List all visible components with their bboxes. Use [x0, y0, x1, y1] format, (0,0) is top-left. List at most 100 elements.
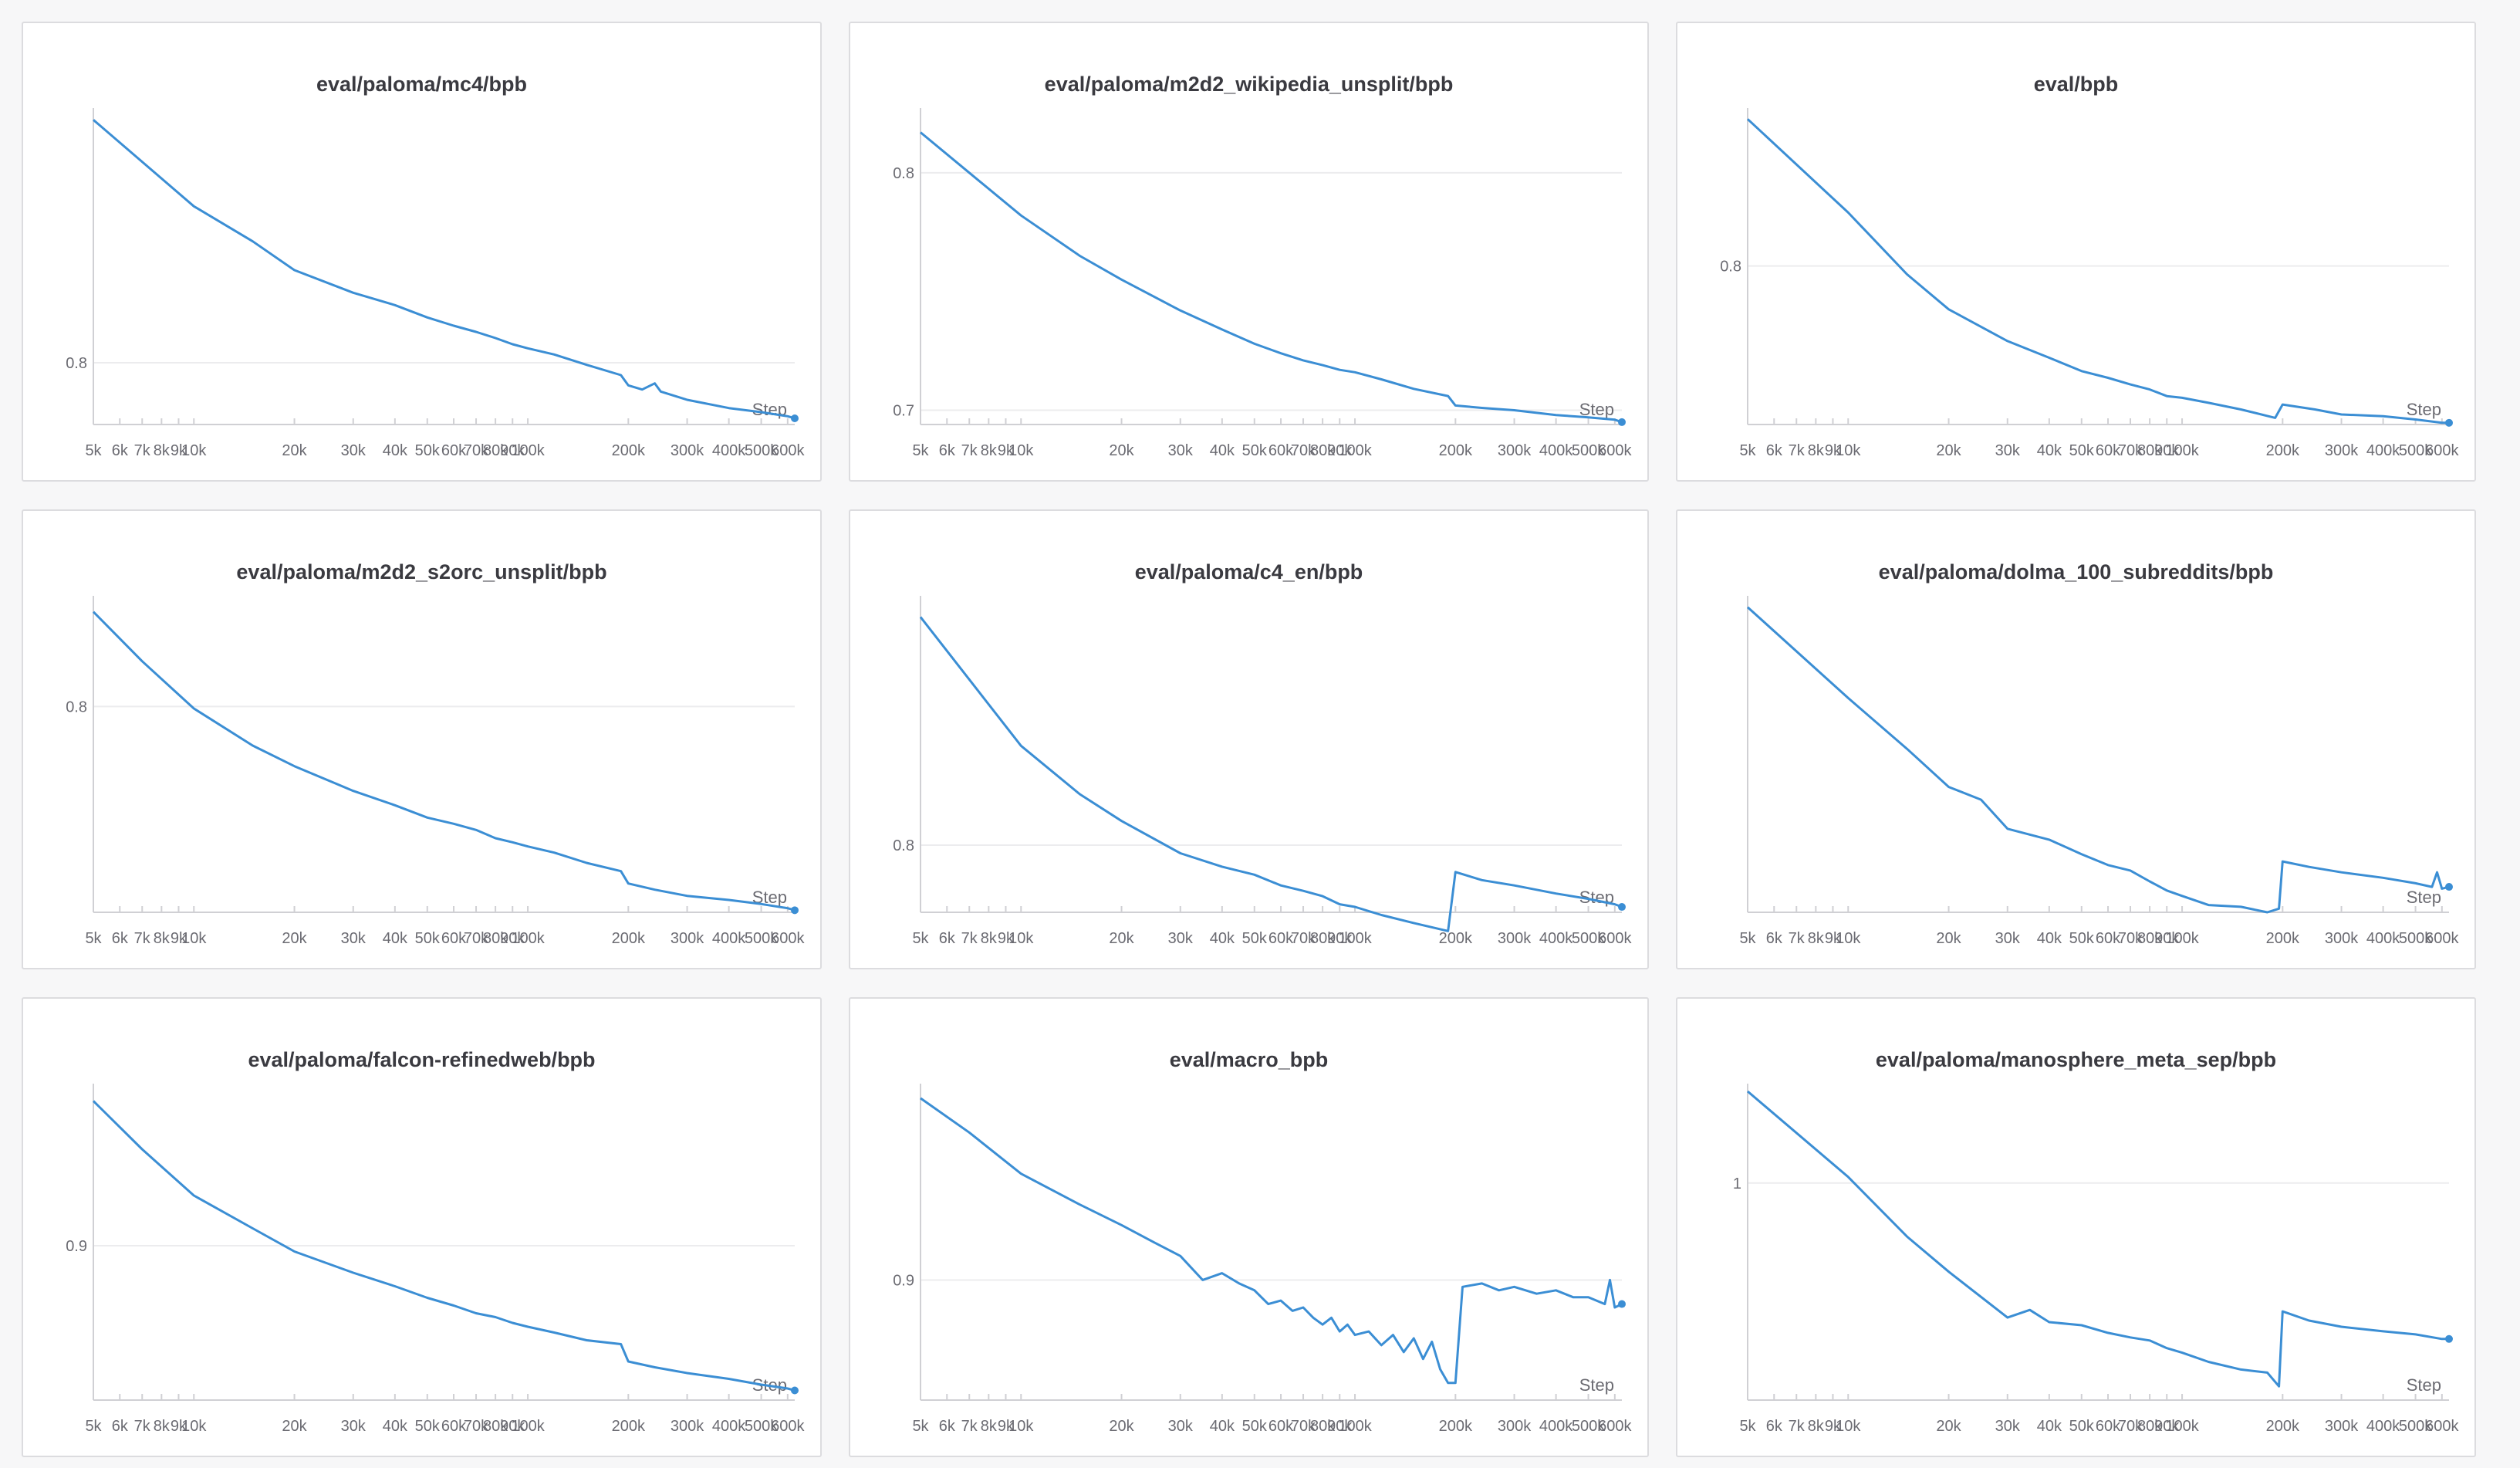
x-tick-label: 300k	[2325, 1418, 2359, 1435]
x-tick-label: 600k	[1598, 930, 1632, 947]
x-tick-label: 70k	[1291, 442, 1316, 459]
x-tick-label: 100k	[1338, 930, 1372, 947]
x-tick-label: 50k	[2069, 1418, 2095, 1435]
x-tick-label: 30k	[1168, 930, 1194, 947]
x-tick-label: 90k	[2154, 442, 2180, 459]
x-tick-label: 300k	[2325, 442, 2359, 459]
x-axis-label: Step	[1579, 400, 1614, 419]
x-axis-label: Step	[2407, 888, 2441, 907]
x-tick-label: 10k	[181, 1418, 207, 1435]
x-tick-label: 6k	[112, 1418, 129, 1435]
chart-panel-mc4[interactable]: 0.8 5k 6k 7k 8k 9k 10k 20k 30k 40k 50k 60k 70k 80k 90k…	[22, 22, 822, 482]
x-tick-label: 200k	[612, 930, 646, 947]
x-tick-label: 50k	[415, 442, 441, 459]
x-tick-label: 300k	[1498, 930, 1532, 947]
x-tick-label: 6k	[939, 442, 956, 459]
x-tick-label: 20k	[1109, 442, 1134, 459]
x-tick-label: 60k	[441, 1418, 467, 1435]
x-tick-label: 400k	[712, 930, 746, 947]
x-tick-label: 600k	[1598, 1418, 1632, 1435]
chart-title: eval/paloma/manosphere_meta_sep/bpb	[1875, 1048, 2277, 1071]
x-tick-label: 200k	[1439, 930, 1473, 947]
x-tick-label: 300k	[2325, 930, 2359, 947]
x-tick-label: 5k	[912, 442, 929, 459]
y-tick-label: 1	[1733, 1175, 1741, 1192]
x-tick-label: 10k	[1008, 1418, 1034, 1435]
chart-panel-falcon-refinedweb[interactable]: 0.9 5k 6k 7k 8k 9k 10k 20k 30k 40k 50k 60k 70k 80k 90k…	[22, 997, 822, 1457]
x-tick-label: 600k	[771, 1418, 805, 1435]
chart-panel-manosphere[interactable]: 1 5k 6k 7k 8k 9k 10k 20k 30k 40k 50k 60k 70k 80k 90k 10…	[1676, 997, 2476, 1457]
series-line	[93, 119, 796, 420]
x-tick-label: 500k	[745, 1418, 779, 1435]
x-tick-label: 50k	[415, 1418, 441, 1435]
chart-panel-dolma-subreddits[interactable]: 5k 6k 7k 8k 9k 10k 20k 30k 40k 50k 60k 70k 80k 90k 100…	[1676, 509, 2476, 969]
x-tick-label: 40k	[2037, 930, 2062, 947]
x-tick-label: 90k	[1327, 1418, 1353, 1435]
x-tick-label: 30k	[1995, 930, 2021, 947]
chart-panel-m2d2-wikipedia[interactable]: 0.8 0.7 5k 6k 7k 8k 9k 10k 20k 30k 40k 50k 60k 70k 80k…	[849, 22, 1649, 482]
chart-panel-macro-bpb[interactable]: 0.9 5k 6k 7k 8k 9k 10k 20k 30k 40k 50k 60k 70k 80k 90k…	[849, 997, 1649, 1457]
x-tick-label: 8k	[1808, 930, 1825, 947]
x-tick-label: 30k	[341, 442, 367, 459]
x-tick-label: 500k	[745, 930, 779, 947]
x-tick-label: 40k	[383, 442, 408, 459]
x-tick-label: 90k	[500, 442, 525, 459]
x-tick-label: 50k	[2069, 442, 2095, 459]
x-tick-label: 20k	[1936, 1418, 1961, 1435]
chart-panel-eval-bpb[interactable]: 0.8 5k 6k 7k 8k 9k 10k 20k 30k 40k 50k 60k 70k 80k 90k…	[1676, 22, 2476, 482]
x-tick-label: 90k	[2154, 930, 2180, 947]
x-tick-label: 8k	[154, 1418, 171, 1435]
x-tick-label: 100k	[1338, 1418, 1372, 1435]
x-tick-label: 100k	[2165, 1418, 2199, 1435]
x-tick-label: 50k	[1242, 930, 1268, 947]
x-tick-label: 7k	[1789, 930, 1806, 947]
x-tick-label: 70k	[2118, 1418, 2143, 1435]
series-endpoint	[2445, 418, 2453, 427]
y-tick-label: 0.8	[1720, 259, 1741, 276]
x-tick-label: 8k	[981, 442, 998, 459]
x-tick-label: 10k	[181, 930, 207, 947]
x-tick-label: 9k	[171, 930, 187, 947]
chart-title: eval/paloma/falcon-refinedweb/bpb	[248, 1048, 596, 1071]
x-tick-label: 10k	[1836, 930, 1861, 947]
x-tick-label: 60k	[441, 442, 467, 459]
x-tick-label: 100k	[2165, 442, 2199, 459]
x-tick-label: 9k	[998, 930, 1015, 947]
y-tick-label: 0.9	[893, 1272, 914, 1289]
x-tick-label: 50k	[415, 930, 441, 947]
x-tick-label: 6k	[1766, 1418, 1783, 1435]
series-endpoint	[1618, 1300, 1626, 1308]
chart-panel-m2d2-s2orc[interactable]: 0.8 5k 6k 7k 8k 9k 10k 20k 30k 40k 50k 60k 70k 80k 90k…	[22, 509, 822, 969]
x-tick-label: 300k	[1498, 1418, 1532, 1435]
series-endpoint	[1618, 418, 1626, 426]
x-tick-label: 9k	[998, 1418, 1015, 1435]
x-tick-label: 50k	[1242, 442, 1268, 459]
y-tick-label: 0.8	[893, 837, 914, 854]
x-tick-label: 70k	[1291, 930, 1316, 947]
x-tick-label: 7k	[961, 930, 978, 947]
x-tick-label: 500k	[745, 442, 779, 459]
x-tick-label: 5k	[85, 442, 102, 459]
x-axis-label: Step	[2407, 1375, 2441, 1395]
chart-panel-c4-en[interactable]: 0.8 5k 6k 7k 8k 9k 10k 20k 30k 40k 50k 60k 70k 80k 90k…	[849, 509, 1649, 969]
x-tick-label: 90k	[1327, 442, 1353, 459]
x-tick-label: 90k	[500, 1418, 525, 1435]
x-tick-label: 100k	[2165, 930, 2199, 947]
x-tick-label: 70k	[464, 1418, 489, 1435]
x-tick-label: 70k	[464, 442, 489, 459]
x-tick-label: 20k	[1109, 1418, 1134, 1435]
x-tick-label: 400k	[712, 442, 746, 459]
x-tick-label: 5k	[85, 930, 102, 947]
x-tick-label: 500k	[2399, 442, 2433, 459]
x-tick-label: 9k	[1825, 1418, 1842, 1435]
x-tick-label: 7k	[1789, 1418, 1806, 1435]
x-tick-label: 80k	[483, 1418, 508, 1435]
x-tick-label: 30k	[341, 930, 367, 947]
x-tick-label: 200k	[612, 1418, 646, 1435]
x-tick-label: 70k	[1291, 1418, 1316, 1435]
x-tick-label: 7k	[961, 1418, 978, 1435]
series-line	[919, 616, 1623, 932]
